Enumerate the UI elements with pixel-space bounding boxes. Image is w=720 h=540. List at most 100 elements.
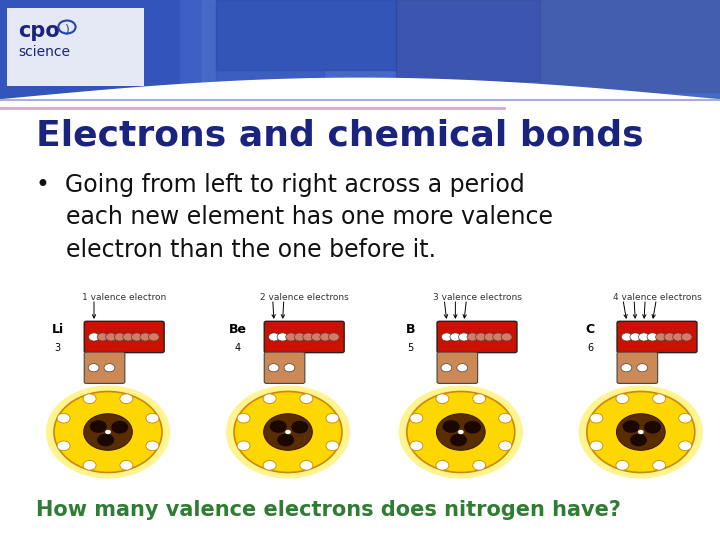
Circle shape — [672, 333, 683, 341]
Bar — [0, 0, 720, 100]
Text: 4: 4 — [235, 343, 240, 353]
Circle shape — [269, 364, 279, 372]
Text: How many valence electrons does nitrogen have?: How many valence electrons does nitrogen… — [36, 500, 621, 519]
Circle shape — [484, 333, 495, 341]
Circle shape — [441, 333, 452, 341]
Circle shape — [679, 413, 692, 423]
Circle shape — [120, 461, 133, 470]
Circle shape — [83, 461, 96, 470]
Circle shape — [123, 333, 134, 341]
Circle shape — [621, 364, 632, 372]
Circle shape — [458, 430, 464, 434]
Text: science: science — [18, 45, 70, 59]
Circle shape — [621, 333, 632, 341]
Text: each new element has one more valence: each new element has one more valence — [36, 205, 553, 229]
Circle shape — [407, 392, 515, 472]
Text: Be: Be — [229, 323, 246, 336]
Text: Li: Li — [52, 323, 63, 336]
FancyBboxPatch shape — [7, 8, 144, 86]
Circle shape — [639, 333, 649, 341]
Text: 5: 5 — [408, 343, 413, 353]
FancyBboxPatch shape — [264, 321, 344, 353]
Circle shape — [653, 461, 666, 470]
Circle shape — [473, 394, 486, 403]
Circle shape — [46, 386, 170, 478]
Circle shape — [277, 434, 294, 447]
FancyBboxPatch shape — [617, 321, 697, 353]
Circle shape — [83, 394, 96, 403]
FancyBboxPatch shape — [264, 352, 305, 383]
FancyBboxPatch shape — [437, 321, 517, 353]
Circle shape — [105, 430, 111, 434]
Circle shape — [459, 333, 469, 341]
Circle shape — [234, 392, 342, 472]
Circle shape — [647, 333, 658, 341]
Circle shape — [57, 441, 70, 451]
Circle shape — [616, 394, 629, 403]
Circle shape — [638, 430, 644, 434]
Polygon shape — [0, 78, 720, 116]
Circle shape — [656, 333, 667, 341]
Circle shape — [410, 413, 423, 423]
Circle shape — [464, 421, 481, 434]
Circle shape — [320, 333, 330, 341]
Circle shape — [681, 333, 692, 341]
Text: 2 valence electrons: 2 valence electrons — [260, 293, 348, 302]
Circle shape — [286, 333, 297, 341]
Circle shape — [146, 413, 159, 423]
Circle shape — [579, 386, 703, 478]
Circle shape — [89, 364, 99, 372]
Text: ): ) — [65, 24, 69, 37]
Circle shape — [443, 420, 459, 433]
Circle shape — [237, 441, 250, 451]
Circle shape — [410, 441, 423, 451]
Circle shape — [653, 394, 666, 403]
Circle shape — [587, 392, 695, 472]
Circle shape — [616, 461, 629, 470]
Circle shape — [590, 441, 603, 451]
Circle shape — [131, 333, 142, 341]
FancyBboxPatch shape — [84, 352, 125, 383]
Circle shape — [285, 430, 291, 434]
Circle shape — [590, 413, 603, 423]
Circle shape — [436, 414, 485, 450]
Circle shape — [637, 364, 648, 372]
Circle shape — [54, 392, 162, 472]
Circle shape — [120, 394, 133, 403]
Circle shape — [499, 413, 512, 423]
Text: 3 valence electrons: 3 valence electrons — [433, 293, 521, 302]
Circle shape — [264, 414, 312, 450]
FancyBboxPatch shape — [617, 352, 657, 383]
Circle shape — [457, 364, 468, 372]
Text: electron than the one before it.: electron than the one before it. — [36, 238, 436, 261]
Circle shape — [450, 434, 467, 447]
Circle shape — [501, 333, 512, 341]
Circle shape — [328, 333, 339, 341]
Circle shape — [630, 333, 641, 341]
Circle shape — [450, 333, 461, 341]
Circle shape — [644, 421, 661, 434]
Circle shape — [270, 420, 287, 433]
Circle shape — [476, 333, 487, 341]
Circle shape — [277, 333, 288, 341]
Circle shape — [311, 333, 322, 341]
Circle shape — [679, 441, 692, 451]
Circle shape — [146, 441, 159, 451]
Circle shape — [284, 364, 295, 372]
Circle shape — [294, 333, 305, 341]
Text: 6: 6 — [588, 343, 593, 353]
Circle shape — [499, 441, 512, 451]
Circle shape — [140, 333, 150, 341]
Circle shape — [57, 413, 70, 423]
Circle shape — [473, 461, 486, 470]
Circle shape — [436, 461, 449, 470]
Text: 4 valence electrons: 4 valence electrons — [613, 293, 701, 302]
Circle shape — [467, 333, 478, 341]
Circle shape — [269, 333, 279, 341]
Circle shape — [436, 394, 449, 403]
Text: 3: 3 — [55, 343, 60, 353]
Circle shape — [616, 414, 665, 450]
Text: Electrons and chemical bonds: Electrons and chemical bonds — [36, 119, 644, 153]
FancyBboxPatch shape — [437, 352, 477, 383]
Circle shape — [263, 394, 276, 403]
